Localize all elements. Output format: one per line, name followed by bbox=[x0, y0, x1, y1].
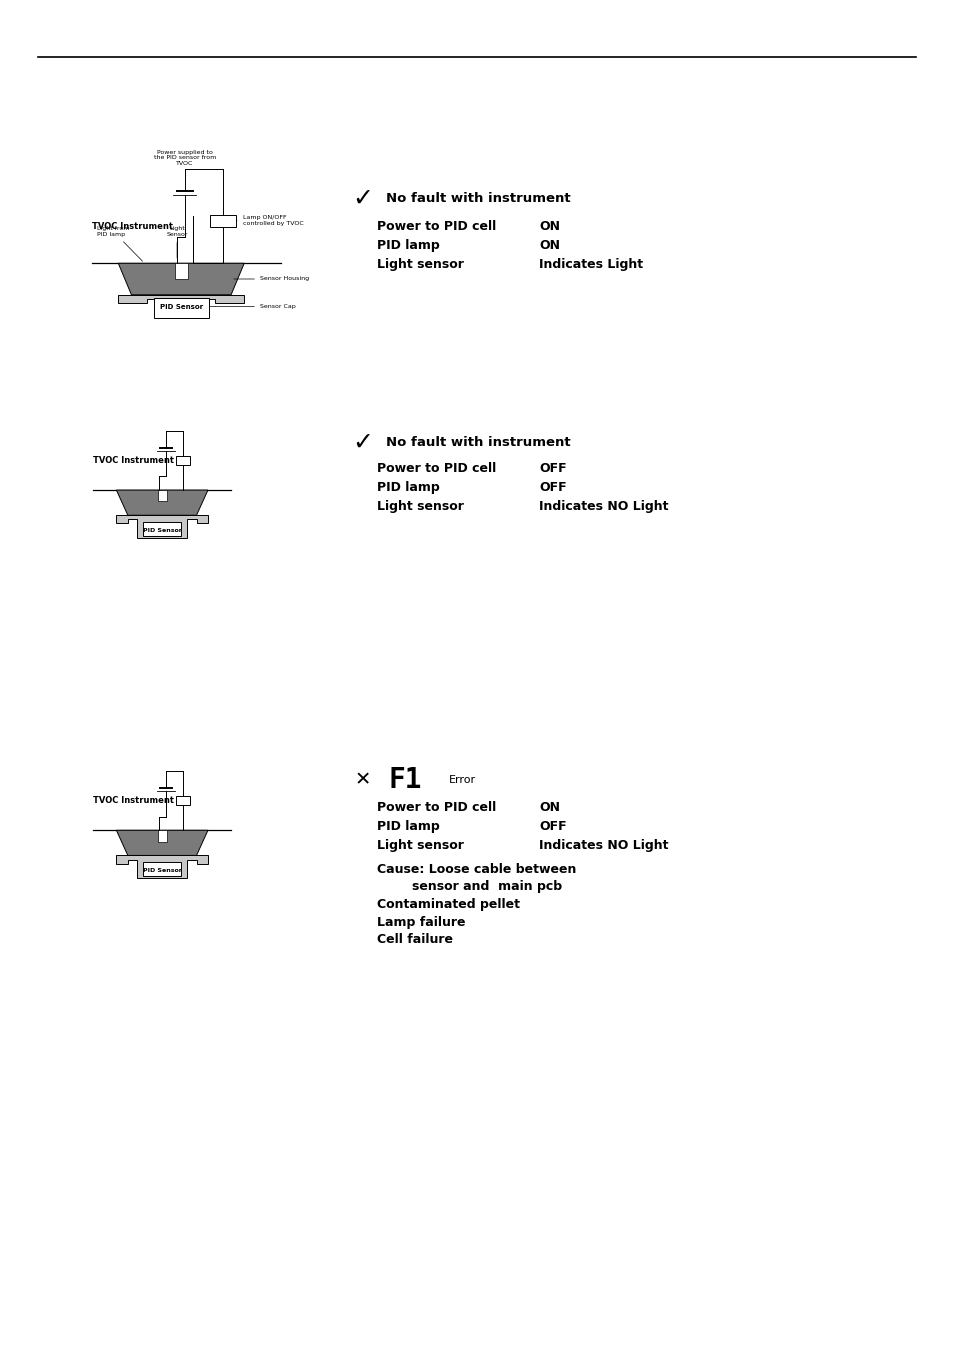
Bar bbox=[153, 298, 209, 319]
Text: ON: ON bbox=[538, 220, 559, 234]
Text: Power supplied to
the PID sensor from
TVOC: Power supplied to the PID sensor from TV… bbox=[153, 150, 215, 166]
Text: Light from
PID lamp: Light from PID lamp bbox=[97, 227, 142, 262]
Text: Lamp ON/OFF
controlled by TVOC: Lamp ON/OFF controlled by TVOC bbox=[236, 216, 303, 227]
Text: Cell failure: Cell failure bbox=[376, 933, 453, 946]
Text: Error: Error bbox=[448, 775, 475, 786]
Text: ON: ON bbox=[538, 801, 559, 814]
Polygon shape bbox=[116, 490, 208, 516]
Text: Light sensor: Light sensor bbox=[376, 838, 463, 852]
Text: OFF: OFF bbox=[538, 462, 566, 475]
Text: F1: F1 bbox=[388, 767, 421, 794]
Text: Light
Sensor: Light Sensor bbox=[166, 227, 188, 258]
Bar bbox=[143, 521, 181, 536]
Text: Lamp failure: Lamp failure bbox=[376, 915, 465, 929]
Polygon shape bbox=[118, 263, 244, 294]
Text: Light sensor: Light sensor bbox=[376, 258, 463, 271]
Text: Cause: Loose cable between: Cause: Loose cable between bbox=[376, 863, 576, 876]
Text: Sensor Cap: Sensor Cap bbox=[210, 304, 295, 309]
Text: PID Sensor: PID Sensor bbox=[159, 304, 203, 310]
Text: PID lamp: PID lamp bbox=[376, 239, 439, 252]
Text: Power to PID cell: Power to PID cell bbox=[376, 462, 496, 475]
Text: Contaminated pellet: Contaminated pellet bbox=[376, 898, 519, 911]
Bar bbox=[157, 490, 167, 501]
Text: No fault with instrument: No fault with instrument bbox=[386, 436, 571, 450]
Text: PID Sensor: PID Sensor bbox=[143, 868, 181, 873]
Bar bbox=[175, 796, 190, 805]
Polygon shape bbox=[116, 516, 208, 539]
Text: Power to PID cell: Power to PID cell bbox=[376, 801, 496, 814]
Polygon shape bbox=[116, 830, 208, 856]
Polygon shape bbox=[116, 856, 208, 879]
Polygon shape bbox=[118, 294, 244, 319]
Text: No fault with instrument: No fault with instrument bbox=[386, 192, 571, 205]
Text: TVOC Instrument: TVOC Instrument bbox=[92, 221, 172, 231]
Text: Light sensor: Light sensor bbox=[376, 500, 463, 513]
Bar bbox=[210, 215, 236, 227]
Bar bbox=[175, 456, 190, 464]
Text: Power to PID cell: Power to PID cell bbox=[376, 220, 496, 234]
Text: ✓: ✓ bbox=[352, 431, 373, 455]
Text: ON: ON bbox=[538, 239, 559, 252]
Text: TVOC Instrument: TVOC Instrument bbox=[93, 456, 174, 464]
Text: Sensor Housing: Sensor Housing bbox=[233, 277, 309, 282]
Text: OFF: OFF bbox=[538, 481, 566, 494]
Text: sensor and  main pcb: sensor and main pcb bbox=[376, 880, 561, 894]
Text: PID lamp: PID lamp bbox=[376, 819, 439, 833]
Text: PID Sensor: PID Sensor bbox=[143, 528, 181, 533]
Bar bbox=[143, 861, 181, 876]
Text: Indicates NO Light: Indicates NO Light bbox=[538, 838, 668, 852]
Text: Indicates NO Light: Indicates NO Light bbox=[538, 500, 668, 513]
Text: Indicates Light: Indicates Light bbox=[538, 258, 642, 271]
Text: OFF: OFF bbox=[538, 819, 566, 833]
Bar bbox=[174, 263, 188, 279]
Bar bbox=[157, 830, 167, 841]
Text: ✕: ✕ bbox=[354, 771, 371, 790]
Text: ✓: ✓ bbox=[352, 186, 373, 211]
Text: TVOC Instrument: TVOC Instrument bbox=[93, 796, 174, 805]
Text: PID lamp: PID lamp bbox=[376, 481, 439, 494]
